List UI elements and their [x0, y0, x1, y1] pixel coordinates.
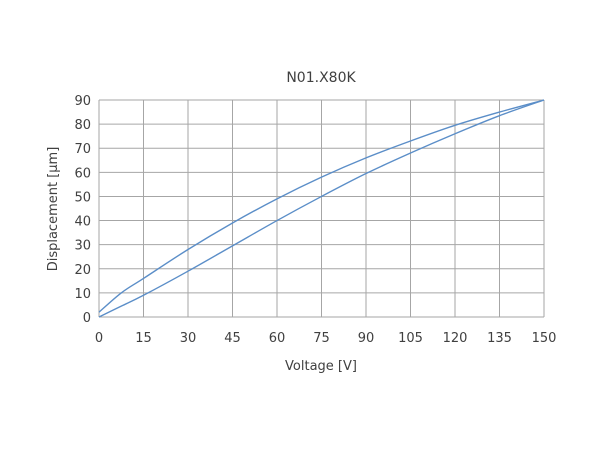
y-tick-label: 90 — [74, 94, 91, 109]
y-tick-label: 60 — [74, 166, 91, 181]
x-tick-label: 90 — [358, 331, 375, 346]
y-tick-label: 30 — [74, 239, 91, 254]
y-axis-title: Displacement [µm] — [46, 147, 61, 272]
x-tick-label: 75 — [313, 331, 330, 346]
chart-title: N01.X80K — [286, 70, 356, 86]
series-line-upper — [98, 99, 545, 313]
y-tick-label: 50 — [74, 190, 91, 205]
series-line-lower — [98, 99, 545, 318]
x-tick-label: 60 — [269, 331, 286, 346]
x-tick-label: 0 — [95, 331, 103, 346]
x-tick-label: 15 — [135, 331, 152, 346]
x-tick-label: 30 — [180, 331, 197, 346]
series-group — [98, 99, 545, 318]
x-tick-label: 150 — [532, 331, 557, 346]
tick-labels: 0 15 30 45 60 75 90 105 120 135 150 0 10 20 30 40 50 60 70… — [74, 94, 556, 346]
y-tick-label: 0 — [83, 311, 91, 326]
grid — [98, 99, 545, 318]
x-tick-label: 120 — [443, 331, 468, 346]
y-tick-label: 70 — [74, 142, 91, 157]
y-tick-label: 10 — [74, 287, 91, 302]
x-tick-label: 105 — [398, 331, 423, 346]
y-tick-label: 80 — [74, 118, 91, 133]
y-tick-label: 20 — [74, 263, 91, 278]
x-tick-label: 45 — [224, 331, 241, 346]
x-tick-label: 135 — [487, 331, 512, 346]
x-axis-title: Voltage [V] — [285, 359, 357, 374]
y-tick-label: 40 — [74, 215, 91, 230]
